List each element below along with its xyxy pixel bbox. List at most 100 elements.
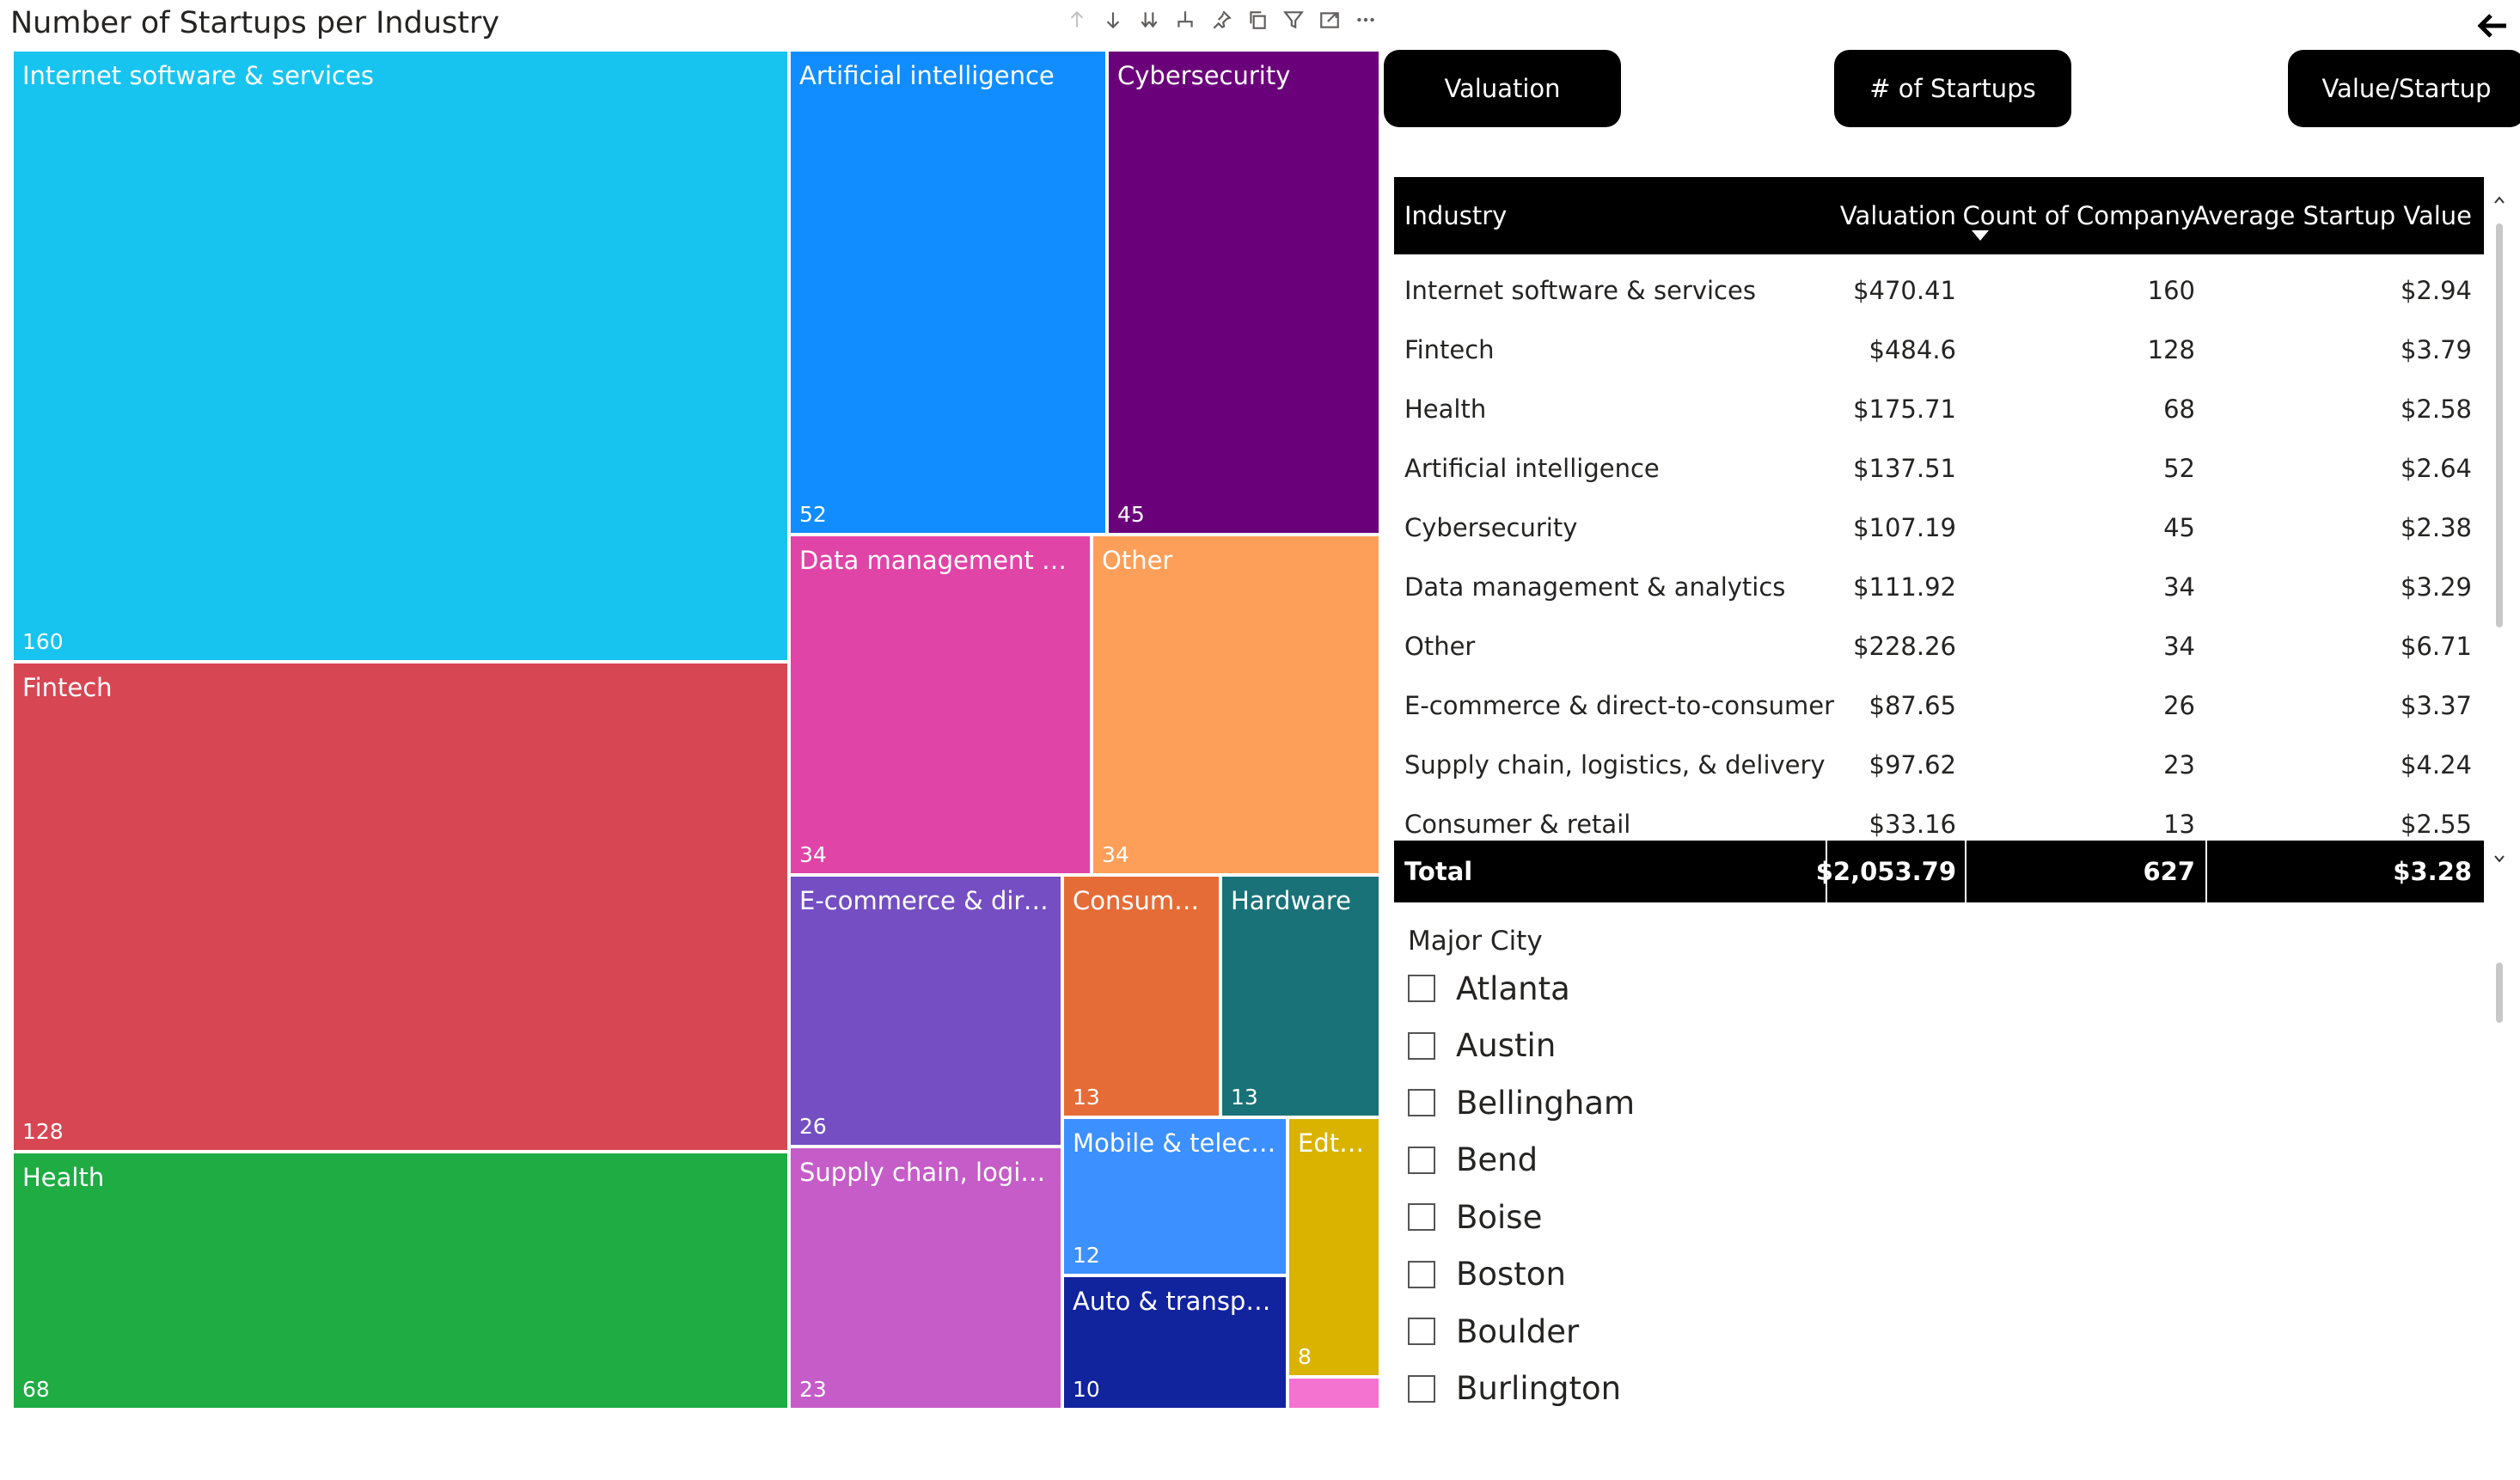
slicer-item[interactable]: Bellingham [1408, 1079, 1635, 1127]
checkbox[interactable] [1408, 975, 1435, 1002]
slicer-item[interactable]: Austin [1408, 1022, 1556, 1070]
treemap-tile[interactable] [1288, 1377, 1380, 1410]
treemap-tile[interactable]: Supply chain, logisti... 23 [789, 1147, 1062, 1410]
treemap-tile[interactable]: Cybersecurity 45 [1107, 50, 1380, 535]
cell-valuation: $137.51 [1853, 454, 1956, 483]
column-header-average[interactable]: Average Startup Value [2193, 201, 2472, 230]
treemap-tile[interactable]: Consumer... 13 [1062, 875, 1220, 1117]
cell-industry: Internet software & services [1404, 276, 1756, 305]
cell-valuation: $107.19 [1853, 513, 1956, 542]
slicer-item[interactable]: Bend [1408, 1136, 1538, 1184]
pin-icon[interactable] [1207, 5, 1236, 34]
arrow-up-icon[interactable] [1062, 5, 1092, 34]
treemap-tile[interactable]: Edte... 8 [1288, 1117, 1380, 1377]
treemap-tile[interactable]: Fintech 128 [12, 662, 789, 1152]
checkbox[interactable] [1408, 1318, 1435, 1345]
back-arrow-icon[interactable] [2475, 9, 2510, 43]
cell-count: 23 [2163, 750, 2195, 780]
slicer-scroll-thumb[interactable] [2496, 963, 2503, 1023]
cell-average: $6.71 [2400, 632, 2472, 661]
table-row[interactable]: Consumer & retail $33.16 13 $2.55 [1394, 795, 2484, 853]
checkbox[interactable] [1408, 1031, 1435, 1060]
slicer-item[interactable]: Boston [1408, 1251, 1566, 1299]
slicer-item[interactable]: Atlanta [1408, 964, 1570, 1012]
tile-label: Cybersecurity [1117, 61, 1291, 90]
slicer-item-label: Bellingham [1456, 1084, 1636, 1122]
focus-mode-icon[interactable] [1315, 5, 1344, 34]
cell-industry: Supply chain, logistics, & delivery [1404, 750, 1826, 780]
cell-valuation: $175.71 [1853, 394, 1956, 424]
hierarchy-icon[interactable] [1171, 5, 1200, 34]
table-row[interactable]: Artificial intelligence $137.51 52 $2.64 [1394, 439, 2484, 498]
tile-value: 26 [799, 1114, 827, 1139]
treemap-tile[interactable]: E-commerce & dire... 26 [789, 875, 1062, 1147]
valuation-button[interactable]: Valuation [1384, 50, 1621, 127]
table-row[interactable]: Data management & analytics $111.92 34 $3.2… [1394, 558, 2484, 616]
treemap-tile[interactable]: Artificial intelligence 52 [789, 50, 1107, 535]
scroll-down-icon [2494, 855, 2505, 863]
treemap-tile[interactable]: Health 68 [12, 1152, 789, 1410]
cell-valuation: $470.41 [1853, 276, 1956, 305]
tile-value: 160 [22, 629, 64, 654]
cell-average: $2.58 [2400, 394, 2472, 424]
total-valuation: $2,053.79 [1815, 857, 1956, 886]
treemap-tile[interactable]: Data management & ... 34 [789, 535, 1092, 875]
tile-value: 128 [22, 1119, 64, 1144]
table-scrollbar[interactable] [2492, 177, 2506, 899]
filter-icon[interactable] [1279, 5, 1308, 34]
cell-industry: Consumer & retail [1404, 810, 1631, 839]
checkbox[interactable] [1408, 1203, 1435, 1231]
total-average: $3.28 [2393, 857, 2472, 886]
startups-count-button[interactable]: # of Startups [1834, 50, 2071, 127]
cell-industry: E-commerce & direct-to-consumer [1404, 691, 1834, 720]
table-row[interactable]: Fintech $484.6 128 $3.79 [1394, 321, 2484, 379]
tile-value: 34 [799, 842, 827, 867]
cell-industry: Fintech [1404, 335, 1495, 364]
checkbox[interactable] [1408, 1260, 1435, 1288]
checkbox[interactable] [1408, 1146, 1435, 1174]
tile-label: Auto & transpo... [1073, 1287, 1281, 1316]
cell-count: 45 [2163, 513, 2195, 542]
column-header-industry[interactable]: Industry [1404, 201, 1508, 230]
cell-average: $2.38 [2400, 513, 2472, 542]
visual-header-toolbar [1062, 5, 1380, 34]
treemap-tile[interactable]: Mobile & teleco... 12 [1062, 1117, 1288, 1275]
column-header-valuation[interactable]: Valuation [1839, 201, 1956, 230]
table-row[interactable]: Health $175.71 68 $2.58 [1394, 380, 2484, 438]
arrow-down-icon[interactable] [1098, 5, 1128, 34]
more-options-icon[interactable] [1351, 5, 1380, 34]
slicer-item[interactable]: Boulder [1408, 1307, 1579, 1355]
tile-label: Mobile & teleco... [1073, 1128, 1281, 1158]
cell-count: 160 [2147, 276, 2195, 305]
cell-average: $3.79 [2400, 335, 2472, 364]
total-label: Total [1404, 857, 1473, 886]
slicer-item-label: Atlanta [1456, 969, 1570, 1007]
table-row[interactable]: Supply chain, logistics, & delivery $97.6… [1394, 736, 2484, 794]
visual-title: Number of Startups per Industry [10, 6, 500, 40]
tile-label: E-commerce & dire... [799, 886, 1055, 915]
slicer-item[interactable]: Burlington [1408, 1365, 1621, 1413]
treemap-tile[interactable]: Other 34 [1092, 535, 1380, 875]
value-per-startup-button[interactable]: Value/Startup [2288, 50, 2520, 127]
checkbox[interactable] [1408, 1374, 1435, 1403]
tile-value: 12 [1073, 1243, 1100, 1268]
treemap-tile[interactable]: Internet software & services 160 [12, 50, 789, 662]
tile-value: 23 [799, 1377, 827, 1402]
table-row[interactable]: Other $228.26 34 $6.71 [1394, 617, 2484, 676]
cell-valuation: $111.92 [1853, 572, 1956, 602]
table-scroll-thumb[interactable] [2496, 223, 2503, 627]
column-header-count[interactable]: Count of Company [1962, 201, 2195, 230]
copy-icon[interactable] [1243, 5, 1272, 34]
tile-label: Fintech [22, 673, 113, 702]
slicer-item-label: Boston [1456, 1256, 1566, 1293]
table-row[interactable]: Internet software & services $470.41 160 $2… [1394, 261, 2484, 320]
checkbox[interactable] [1408, 1089, 1435, 1116]
treemap-tile[interactable]: Hardware 13 [1220, 875, 1380, 1117]
sort-descending-icon [1972, 230, 1989, 241]
double-arrow-down-icon[interactable] [1135, 5, 1164, 34]
treemap-tile[interactable]: Auto & transpo... 10 [1062, 1275, 1288, 1410]
table-row[interactable]: E-commerce & direct-to-consumer $87.65 26 $… [1394, 676, 2484, 735]
slicer-item[interactable]: Boise [1408, 1193, 1542, 1241]
table-row[interactable]: Cybersecurity $107.19 45 $2.38 [1394, 498, 2484, 557]
tile-value: 13 [1231, 1085, 1258, 1110]
